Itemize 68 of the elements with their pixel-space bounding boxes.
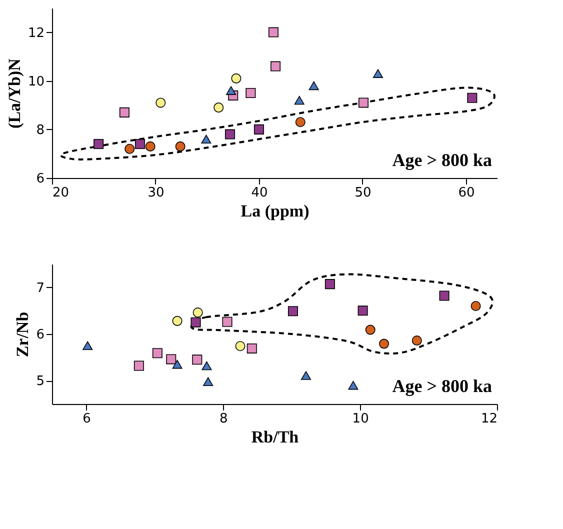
point (379, 338, 390, 349)
y-tick-label: 8 (36, 122, 44, 138)
x-tick-label: 60 (458, 186, 475, 200)
point (467, 92, 478, 103)
x-tick-label: 50 (354, 186, 372, 200)
y-tick-label: 7 (36, 280, 44, 296)
point (166, 354, 176, 364)
y-axis-title: Zr/Nb (13, 312, 32, 358)
point (172, 316, 182, 326)
x-axis-title: Rb/Th (251, 428, 300, 446)
point (214, 102, 224, 113)
annotation: Age > 800 ka (392, 150, 492, 170)
point (202, 361, 212, 370)
x-tick-label: 8 (220, 412, 228, 426)
point (94, 138, 104, 150)
point (203, 377, 214, 386)
point (226, 86, 236, 95)
x-tick-label: 30 (148, 186, 164, 200)
point (365, 324, 376, 335)
point (254, 124, 264, 134)
y-tick-label: 10 (28, 74, 44, 90)
point (270, 61, 281, 72)
point (348, 380, 358, 390)
point (192, 308, 203, 318)
point (134, 360, 144, 371)
y-tick-label: 5 (36, 374, 44, 390)
point (358, 98, 369, 108)
point (324, 279, 335, 290)
x-tick-label: 12 (480, 412, 498, 426)
point (222, 316, 232, 327)
point (134, 138, 145, 150)
point (192, 354, 202, 365)
point (308, 81, 319, 90)
x-tick-label: 6 (82, 412, 91, 426)
y-axis-title: (La/Yb)N (4, 58, 24, 128)
point (190, 317, 201, 328)
x-axis-title: La (ppm) (240, 202, 310, 220)
point (268, 27, 278, 38)
point (145, 141, 156, 152)
point (470, 301, 481, 311)
point (412, 336, 422, 346)
point (300, 371, 311, 380)
point (294, 96, 304, 105)
point (231, 73, 242, 84)
point (175, 141, 186, 152)
point (235, 341, 246, 352)
point (288, 306, 298, 316)
x-tick-label: 10 (352, 412, 369, 426)
y-tick-label: 6 (36, 328, 44, 342)
y-tick-label: 6 (36, 172, 44, 186)
point (156, 98, 166, 108)
point (224, 129, 236, 140)
point (124, 144, 135, 154)
point (246, 343, 257, 354)
point (172, 360, 182, 369)
point (439, 290, 450, 301)
point (152, 348, 162, 358)
point (372, 69, 383, 78)
x-tick-label: 20 (52, 186, 70, 200)
point (295, 117, 306, 128)
x-tick-label: 40 (251, 186, 268, 200)
point (201, 134, 212, 144)
point (358, 306, 368, 316)
y-tick-label: 12 (28, 26, 44, 41)
point (246, 88, 256, 98)
point (119, 107, 130, 118)
annotation: Age > 800 ka (392, 376, 492, 396)
point (82, 341, 93, 350)
